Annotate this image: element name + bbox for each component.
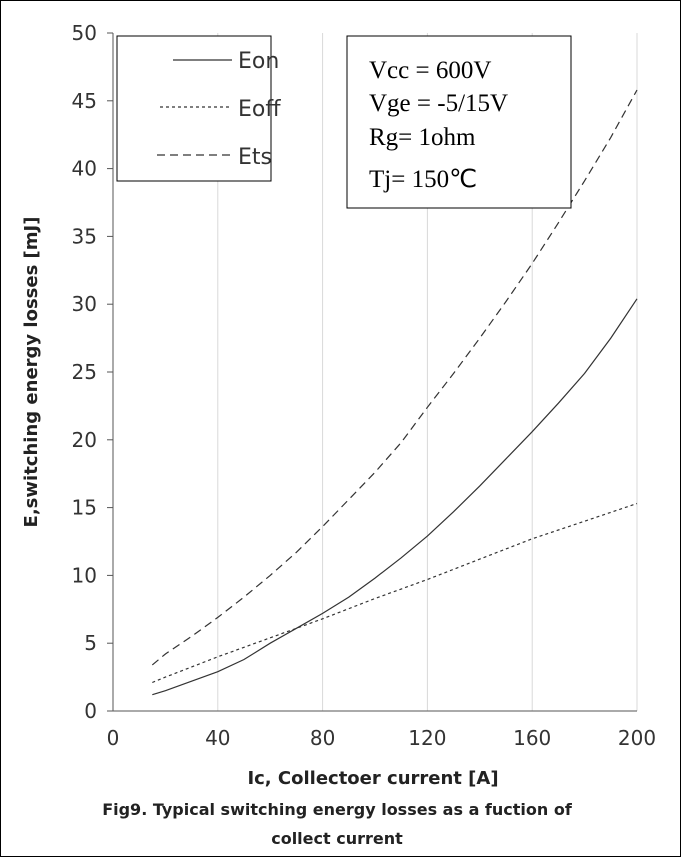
condition-vge: Vge = -5/15V <box>369 90 508 117</box>
condition-vcc: Vcc = 600V <box>369 57 491 84</box>
series-line-ets <box>151 89 638 666</box>
y-tick-label-40: 40 <box>72 157 97 181</box>
legend-label-eoff: Eoff <box>238 97 281 122</box>
x-tick-label-120: 120 <box>408 726 446 750</box>
legend-label-eon: Eon <box>238 49 279 74</box>
y-tick-label-45: 45 <box>72 89 97 113</box>
y-tick-label-35: 35 <box>72 224 97 248</box>
y-tick-label-25: 25 <box>72 360 97 384</box>
y-tick-label-50: 50 <box>72 21 97 45</box>
y-tick-label-20: 20 <box>72 428 97 452</box>
x-axis-title: Ic, Collectoer current [A] <box>247 768 498 789</box>
y-tick-label-10: 10 <box>72 563 97 587</box>
y-tick-label-5: 5 <box>84 631 97 655</box>
y-tick-label-15: 15 <box>72 496 97 520</box>
legend: Eon Eoff Ets <box>116 35 281 182</box>
x-tick-label-160: 160 <box>513 726 551 750</box>
x-tick-label-80: 80 <box>310 726 335 750</box>
x-tick-label-40: 40 <box>205 726 230 750</box>
conditions-box <box>346 35 572 209</box>
test-conditions: Vcc = 600V Vge = -5/15V Rg= 1ohm Tj= 150… <box>346 35 572 209</box>
caption-line-2: collect current <box>271 829 403 848</box>
caption-line-1: Fig9. Typical switching energy losses as… <box>102 800 573 819</box>
x-tick-label-200: 200 <box>618 726 656 750</box>
x-tick-label-0: 0 <box>107 726 120 750</box>
axes: 0 40 80 120 160 200 0 5 10 15 20 25 30 35 40 45 50 <box>72 21 657 750</box>
condition-tj: Tj= 150℃ <box>369 166 477 193</box>
series-line-eoff <box>152 502 638 684</box>
y-axis-title: E,switching energy losses [mJ] <box>21 217 42 528</box>
y-tick-label-0: 0 <box>84 699 97 723</box>
legend-label-ets: Ets <box>238 145 272 170</box>
y-tick-label-30: 30 <box>72 292 97 316</box>
series-lines <box>151 89 638 696</box>
condition-rg: Rg= 1ohm <box>369 124 476 151</box>
series-line-eon <box>152 298 638 696</box>
